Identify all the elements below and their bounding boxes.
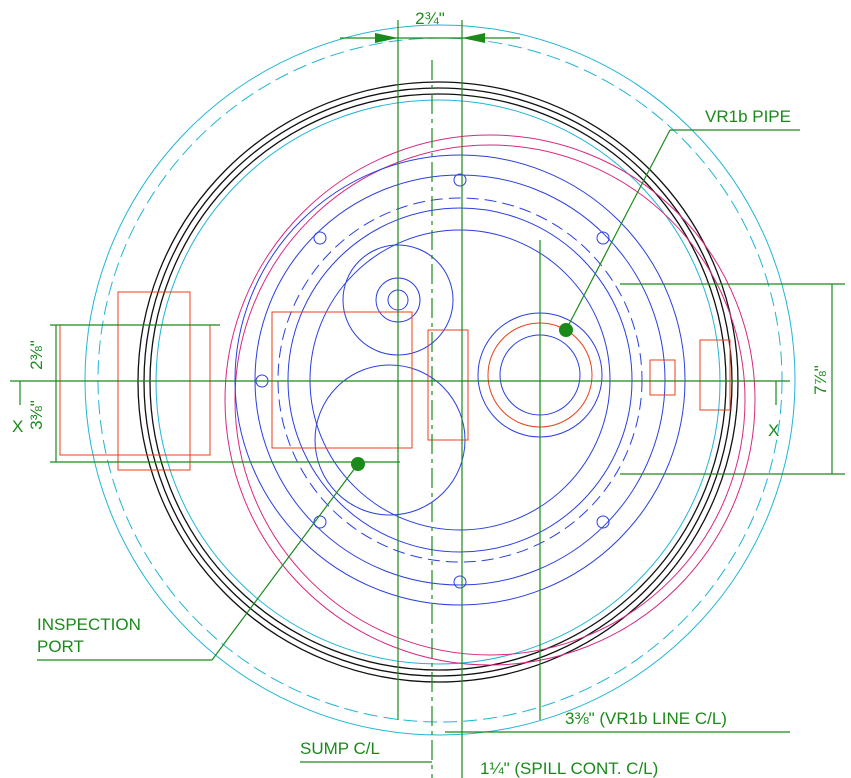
callout-label: VR1b PIPE: [705, 107, 791, 126]
section-label: X: [768, 421, 779, 440]
callout-label: PORT: [37, 637, 84, 656]
callout-label: INSPECTION: [37, 615, 141, 634]
dimension-label: 1¼" (SPILL CONT. C/L): [480, 759, 658, 778]
dimension-label: 7⅞": [811, 365, 830, 395]
dimension-lines: [10, 20, 845, 778]
dimension-label: 3⅜" (VR1b LINE C/L): [565, 709, 727, 728]
dimension-label: 3⅜": [27, 400, 46, 430]
outline: [59, 24, 796, 736]
dimension-label: 2⅜": [27, 340, 46, 370]
callout-label: SUMP C/L: [300, 739, 380, 758]
dimension-label: 2¾": [415, 9, 445, 28]
section-label: X: [12, 417, 23, 436]
